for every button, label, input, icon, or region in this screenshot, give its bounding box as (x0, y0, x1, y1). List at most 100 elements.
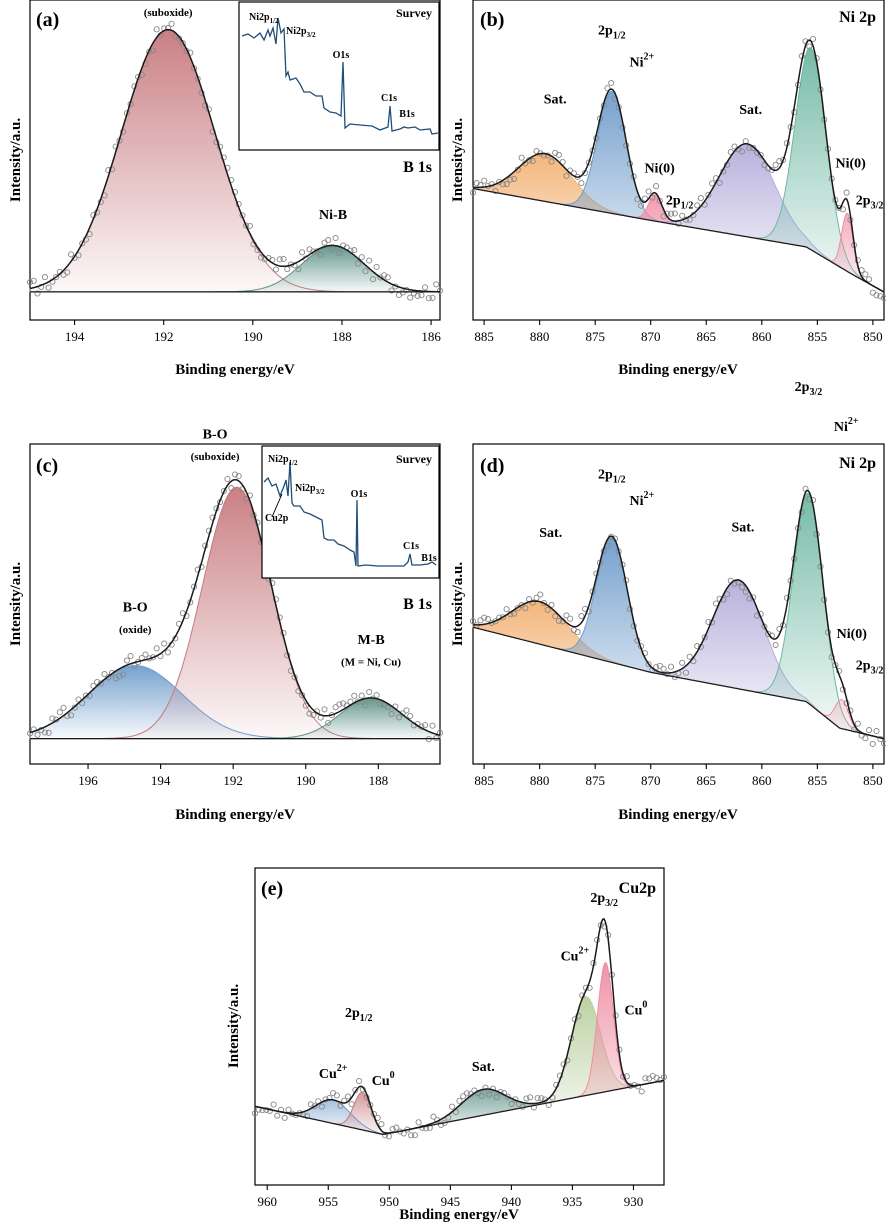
panel-b-data-point (638, 202, 645, 209)
panel-a-annotation: B-O (156, 0, 181, 1)
panel-b-tick-label: 860 (752, 329, 772, 344)
panel-a-data-point (112, 143, 119, 150)
panel-a-annotations: B-O (suboxide) Ni-B (144, 0, 347, 223)
panel-e-data-point (486, 1091, 493, 1098)
panel-d-data-point (873, 727, 880, 735)
panel-a-data-point (354, 260, 362, 267)
panel-d-envelope (472, 489, 885, 740)
panel-e-data-point (408, 1132, 415, 1139)
panel-c-markers (26, 471, 444, 743)
panel-c-tick-label: 194 (151, 773, 171, 788)
panel-e-data-point (326, 1094, 333, 1102)
panel-c-data-point (407, 712, 414, 719)
panel-e-tick-label: 940 (502, 1194, 522, 1209)
panel-c-data-point (310, 711, 317, 719)
panel-b-data-point (469, 189, 477, 196)
panel-b-envelope (472, 39, 885, 293)
panel-d-frame (472, 443, 885, 765)
panel-a-data-point (272, 266, 280, 273)
panel-c-data-point (149, 654, 157, 661)
panel-d-tick-label: 885 (474, 773, 494, 788)
panel-b-data-point (518, 154, 525, 161)
panel-d-data-point (645, 661, 652, 668)
panel-b-data-point (873, 292, 880, 299)
panel-e-data-point (304, 1113, 311, 1120)
panel-b-data-point (529, 157, 536, 165)
panel-d-data-point (563, 612, 570, 619)
panel-e-data-point (270, 1101, 277, 1108)
panel-c-annotation: (suboxide) (191, 451, 240, 463)
panel-c-data-point (321, 706, 328, 713)
panel-a-data-point (373, 263, 380, 270)
panel-e-data-point (411, 1132, 418, 1139)
panel-b-tick-label: 865 (697, 329, 717, 344)
panel-e-frame (254, 867, 665, 1186)
panel-d-tick-label: 850 (863, 773, 883, 788)
panel-b-data-point (716, 179, 723, 186)
panel-d-peaks (472, 492, 885, 740)
panel-c-data-point (120, 671, 127, 678)
panel-d-data-point (746, 595, 753, 602)
panel-e-data-point (311, 1103, 318, 1110)
panel-d-data-point (772, 641, 779, 649)
panel-e-data-point (478, 1092, 485, 1100)
panel-d-data-point (484, 616, 491, 623)
panel-e-data-point (482, 1084, 489, 1091)
panel-b-annotation: 2p1/2 (598, 24, 626, 42)
panel-c-data-point (388, 710, 395, 718)
panel-c-annotation: (M = Ni, Cu) (341, 657, 401, 669)
panel-b-data-point (653, 183, 660, 190)
panel-d-label: (d) (480, 455, 504, 477)
panel-b-data-point (697, 195, 704, 202)
panel-b-data-point (585, 159, 592, 166)
panel-a-data-point (258, 254, 265, 261)
panel-c-envelope (29, 478, 441, 737)
panel-c-inset-label-c1s: C1s (403, 541, 419, 552)
panel-c-data-point (116, 673, 123, 680)
panel-b-data-point (499, 181, 506, 188)
panel-a-data-point (30, 277, 37, 284)
panel-a-data-point (276, 256, 283, 263)
panel-b-tick-label: 850 (863, 329, 883, 344)
panel-e-data-point (538, 1095, 545, 1102)
panel-c-data-point (49, 715, 56, 722)
panel-b-data-point (555, 151, 562, 158)
panel-c-annotation: M-B (357, 633, 384, 648)
panel-c-data-point (384, 704, 391, 711)
panel-c-data-point (164, 649, 171, 656)
panel-c-data-point (26, 730, 34, 737)
panel-a-data-point (366, 257, 373, 264)
panel-a-ylabel: Intensity/a.u. (8, 118, 24, 202)
panel-b-annotation: 2p3/2 (856, 193, 884, 211)
panel-e-data-point (356, 1077, 363, 1085)
panel-a-data-point (299, 249, 306, 256)
panel-e-data-point (437, 1121, 444, 1128)
panel-a-data-point (153, 26, 160, 33)
panel-a-data-point (164, 25, 171, 32)
panel-b-data-point (492, 187, 499, 195)
panel-a-ticks: 194 192 190 188 186 (65, 320, 441, 344)
panel-a-data-point (179, 40, 186, 47)
panel-e-tick-label: 935 (563, 1194, 583, 1209)
panel-a-frame (29, 0, 441, 321)
panel-d-xlabel: Binding energy/eV (618, 807, 738, 823)
panel-d-data-point (656, 662, 663, 669)
panel-d: 885 880 875 870 865 860 855 850 Sat.2p1/2Ni2+Sa… (450, 380, 886, 823)
panel-a-data-point (436, 287, 444, 294)
panel-c-data-point (105, 674, 112, 681)
panel-b: 885 880 875 870 865 860 855 850 Sat.2p1/2Ni2+Ni… (450, 0, 886, 378)
panel-c-inset-label-b1s: B1s (421, 553, 437, 564)
panel-b-label: (b) (480, 9, 504, 31)
panel-e-data-point (415, 1119, 422, 1126)
panel-d-data-point (503, 606, 510, 613)
panel-c-annotations: B-O (oxide) B-O (suboxide) M-B (M = Ni, Cu) (119, 427, 401, 668)
panel-c-inset-label-cu2p: Cu2p (265, 513, 289, 524)
panel-e-data-point (649, 1072, 656, 1079)
panel-e-ticks: 960 955 950 945 940 935 930 (257, 1185, 643, 1209)
panel-b-annotation: Ni2+ (629, 51, 654, 70)
panel-a-data-point (433, 281, 440, 288)
panel-c-data-point (161, 640, 168, 647)
panel-e-data-point (460, 1093, 467, 1100)
panel-b-data-point (641, 195, 648, 202)
